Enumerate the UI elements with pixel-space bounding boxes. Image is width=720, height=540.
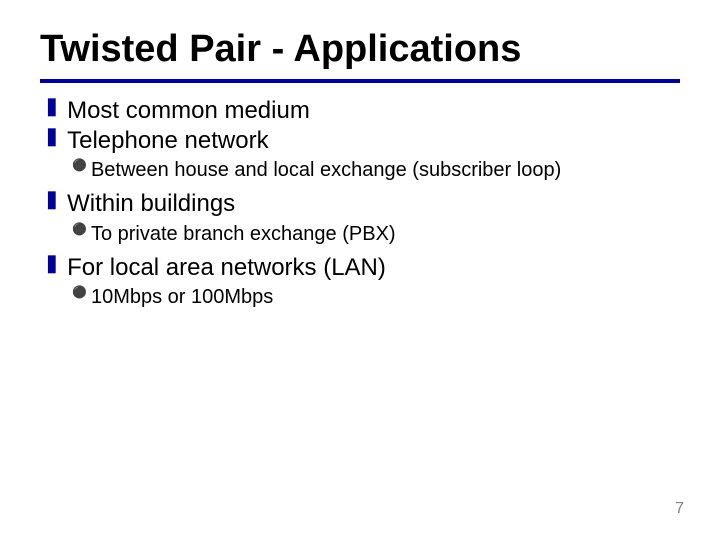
list-item-l2: ⚫ Between house and local exchange (subsc… [72,158,680,182]
list-item-l1: ❚Telephone network [42,127,680,155]
slide-content: ❚Most common medium❚Telephone network⚫Be… [40,97,680,309]
bullet-l1-icon: ❚ [42,127,62,147]
list-item-text: Most common medium [67,97,310,125]
page-number: 7 [675,500,684,518]
list-item-text: 10Mbps or 100Mbps [91,285,273,309]
list-item-text: To private branch exchange (PBX) [91,222,396,246]
bullet-l2-icon: ⚫ [72,285,87,299]
list-item-text: Between house and local exchange (subscr… [91,158,561,182]
slide-title: Twisted Pair - Applications [40,28,680,77]
list-item-l1: ❚Within buildings [42,190,680,218]
list-item-l2: ⚫ 10Mbps or 100Mbps [72,285,680,309]
title-underline [40,79,680,83]
list-item-text: Telephone network [67,127,268,155]
bullet-l1-icon: ❚ [42,190,62,210]
bullet-l2-icon: ⚫ [72,222,87,236]
list-item-text: Within buildings [67,190,235,218]
slide: Twisted Pair - Applications ❚Most common… [0,0,720,540]
bullet-l2-icon: ⚫ [72,158,87,172]
bullet-l1-icon: ❚ [42,97,62,117]
list-item-l1: ❚For local area networks (LAN) [42,254,680,282]
list-item-l2: ⚫ To private branch exchange (PBX) [72,222,680,246]
bullet-l1-icon: ❚ [42,254,62,274]
list-item-text: For local area networks (LAN) [67,254,386,282]
list-item-l1: ❚Most common medium [42,97,680,125]
